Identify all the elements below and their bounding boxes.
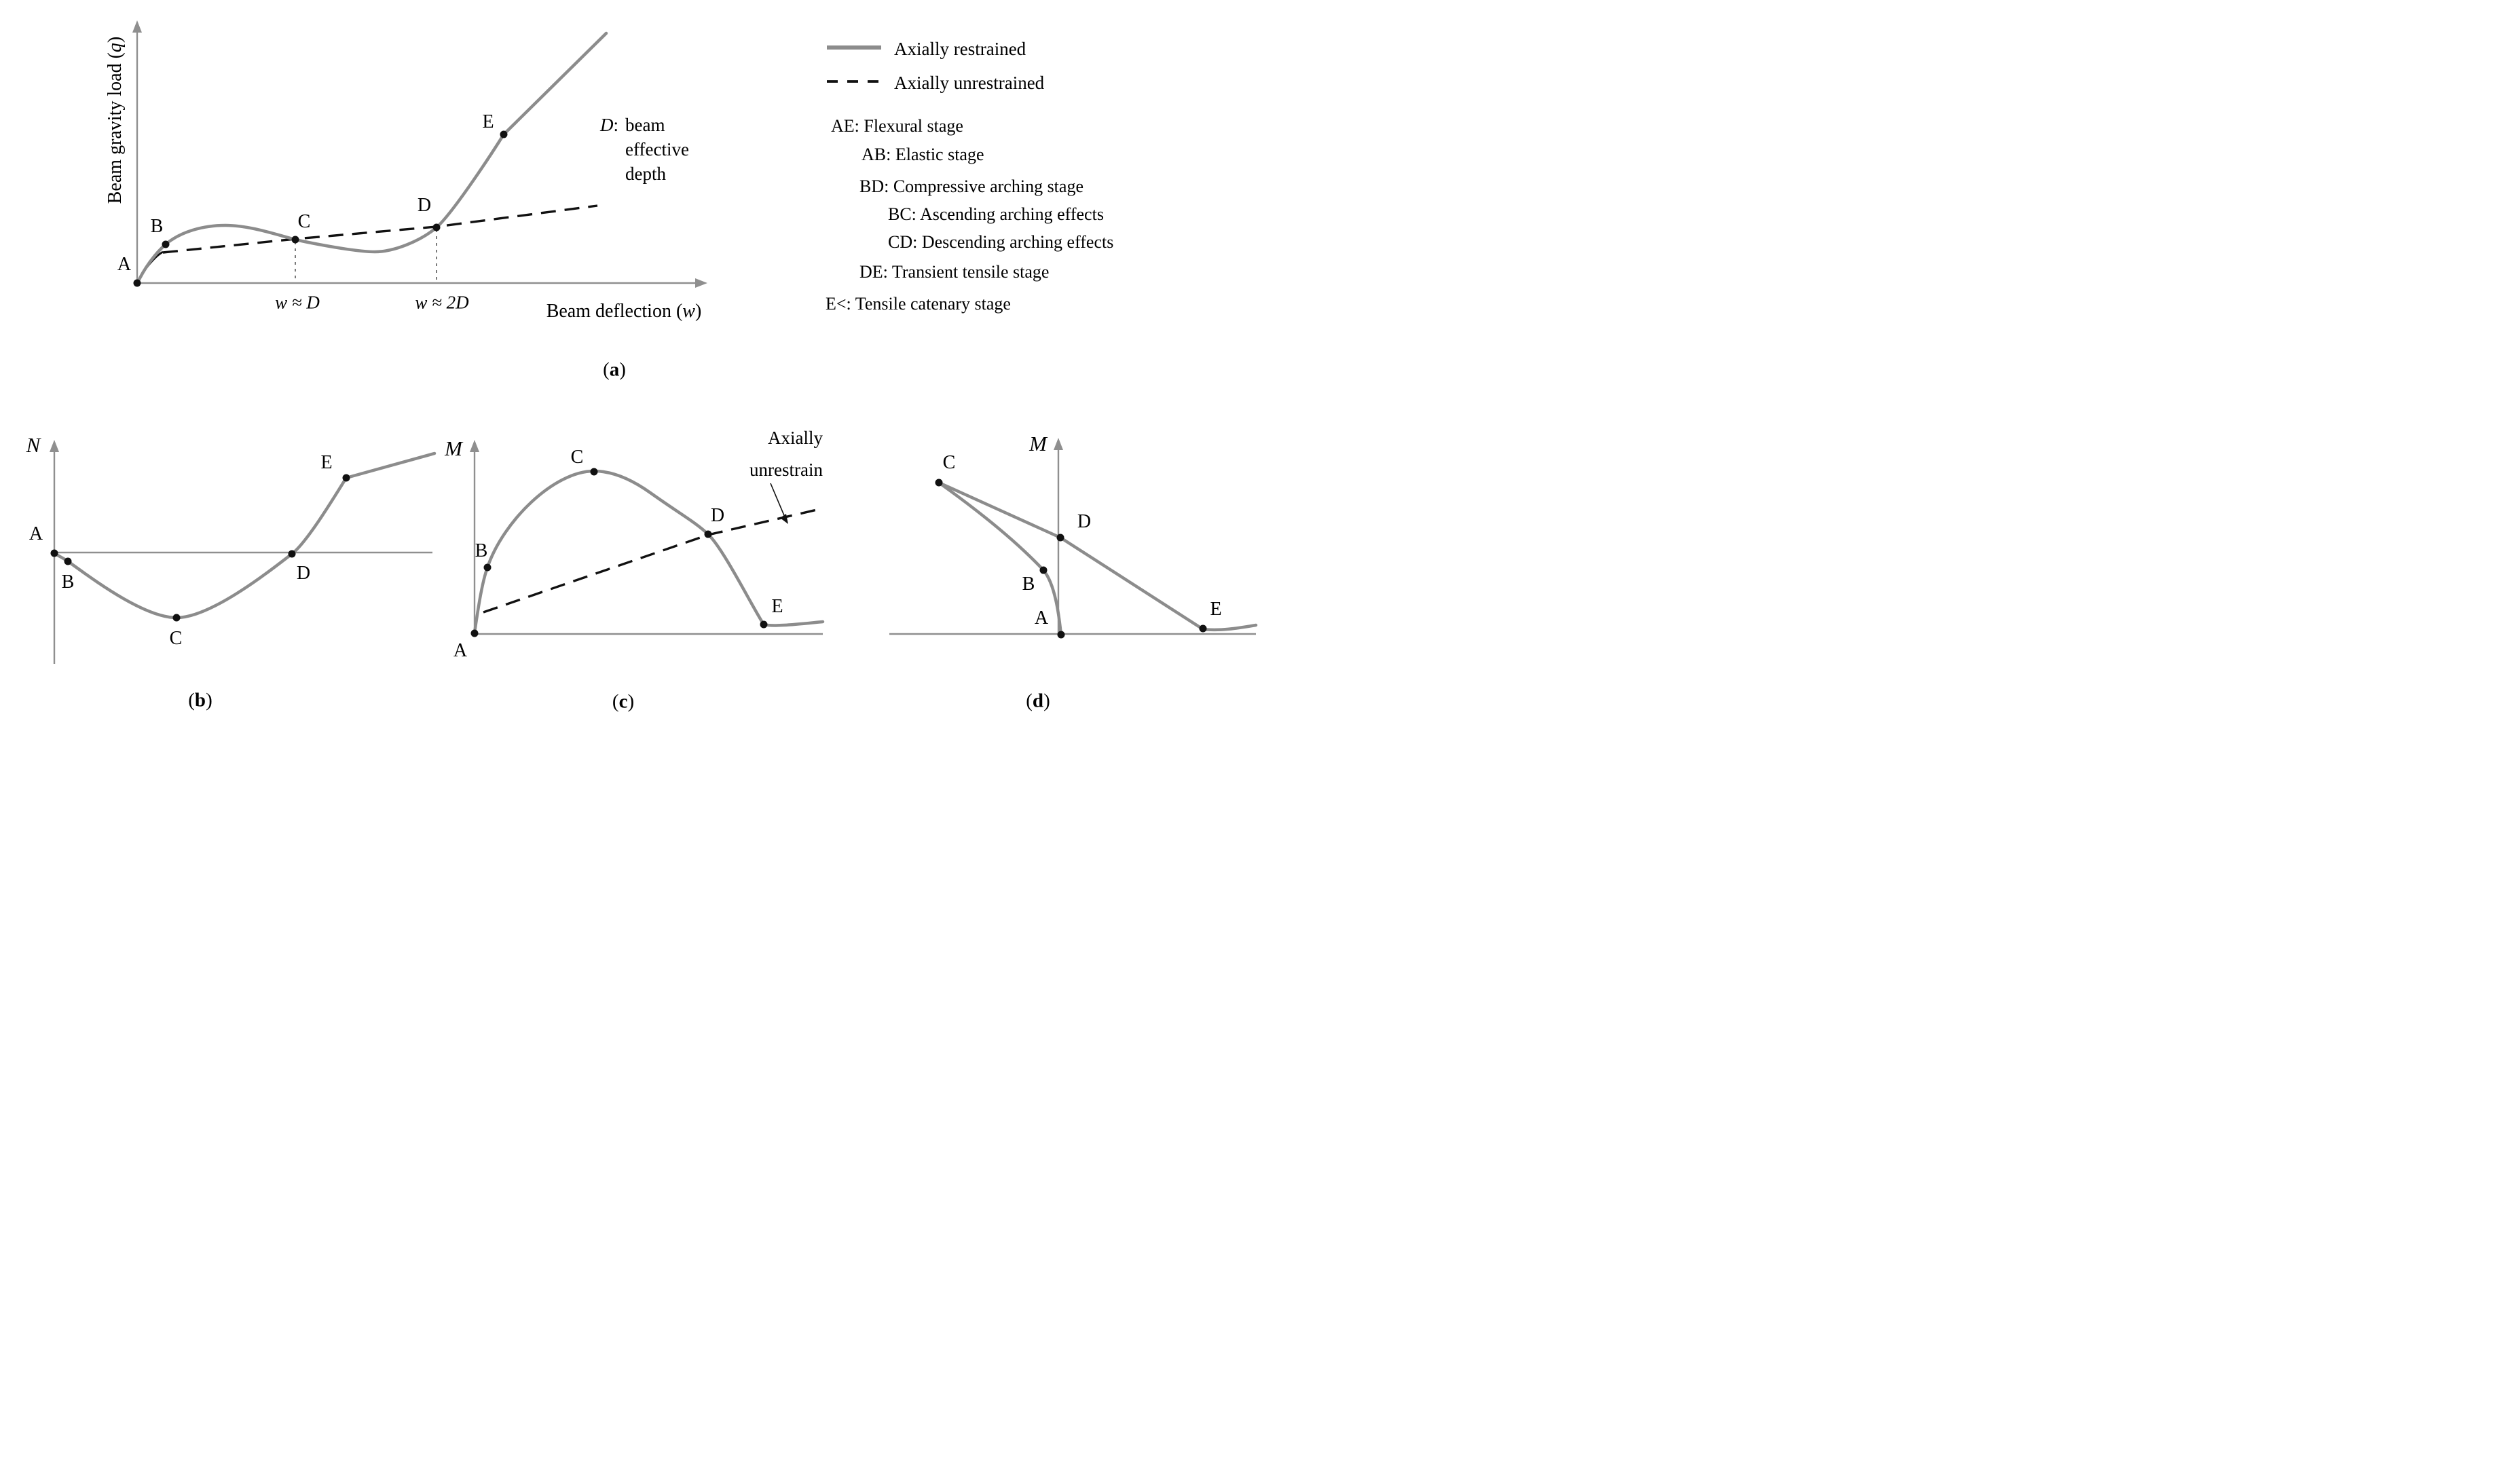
figure-canvas xyxy=(50,20,1258,664)
chart-a-x-arrow-icon xyxy=(695,278,707,288)
chart-a-guide-label-w2D: w ≈ 2D xyxy=(415,292,469,313)
chart-c-canvas xyxy=(470,440,825,637)
stage-list-item-BD: BD: Compressive arching stage xyxy=(859,176,1083,196)
legend-label-unrestrained: Axially unrestrained xyxy=(894,73,1045,93)
chart-b-y-arrow-icon xyxy=(50,440,59,452)
stage-list-item-E: E<: Tensile catenary stage xyxy=(826,294,1011,314)
axially-unrestrained-note-line2: unrestrain xyxy=(749,460,823,480)
chart-b-canvas xyxy=(50,440,437,664)
chart-c-point-label-D: D xyxy=(710,505,725,526)
chart-a-restrained-curve xyxy=(135,31,608,286)
chart-c-point-label-C: C xyxy=(570,447,584,468)
chart-d-point-label-C: C xyxy=(942,452,956,473)
chart-b-point-label-D: D xyxy=(296,563,311,584)
chart-b-stage-dots xyxy=(50,474,350,622)
chart-c-point-label-B: B xyxy=(475,540,488,561)
axially-unrestrained-note-line1: Axially xyxy=(768,428,823,448)
chart-b-curve xyxy=(52,451,437,620)
chart-d-y-arrow-icon xyxy=(1054,438,1063,450)
chart-c-point-label-E: E xyxy=(771,596,783,617)
figure: Beam gravity load (q) Beam deflection (w… xyxy=(0,0,1260,729)
chart-c-y-arrow-icon xyxy=(470,440,479,452)
chart-d-point-label-A: A xyxy=(1034,608,1049,629)
chart-d-point-label-E: E xyxy=(1210,599,1222,620)
legend-swatches xyxy=(827,45,881,83)
chart-b-point-label-A: A xyxy=(29,523,43,544)
caption-b: (b) xyxy=(188,689,212,711)
chart-d-curve xyxy=(937,481,1258,637)
chart-c-curve xyxy=(472,469,825,635)
chart-a-point-label-D: D xyxy=(417,195,432,216)
chart-c-y-axis-label: M xyxy=(445,436,462,460)
chart-d-canvas xyxy=(889,438,1258,639)
chart-a-y-arrow-icon xyxy=(132,20,142,33)
chart-d-y-axis-label: M xyxy=(1029,432,1047,455)
axially-unrestrained-note: Axially unrestrain xyxy=(706,422,823,486)
chart-a-x-axis-label: Beam deflection (w) xyxy=(546,301,702,322)
chart-b-point-label-E: E xyxy=(320,452,333,473)
chart-c-note-arrow-icon xyxy=(780,514,788,524)
stage-list-item-CD: CD: Descending arching effects xyxy=(888,232,1114,252)
effective-depth-note-symbol: D: xyxy=(600,115,619,135)
chart-a-point-label-B: B xyxy=(150,216,164,237)
effective-depth-note: D: beam effective depth xyxy=(600,113,709,186)
caption-c: (c) xyxy=(612,690,635,713)
chart-d-point-label-B: B xyxy=(1022,574,1035,595)
effective-depth-note-text: beam effective depth xyxy=(625,115,689,184)
caption-d: (d) xyxy=(1026,690,1050,712)
chart-d-point-label-D: D xyxy=(1077,511,1092,532)
chart-a-unrestrained-curve xyxy=(162,204,598,254)
caption-a: (a) xyxy=(603,358,626,381)
chart-a-point-label-E: E xyxy=(482,111,494,132)
chart-a-point-label-A: A xyxy=(117,254,132,275)
chart-c-point-label-A: A xyxy=(453,640,468,661)
chart-a-canvas xyxy=(132,20,707,288)
chart-a-guide-label-wD: w ≈ D xyxy=(275,292,320,313)
chart-a-point-label-C: C xyxy=(297,211,311,232)
stage-list-item-DE: DE: Transient tensile stage xyxy=(859,262,1050,282)
legend-label-restrained: Axially restrained xyxy=(894,39,1026,59)
stage-list-item-AB: AB: Elastic stage xyxy=(861,145,984,164)
chart-b-point-label-B: B xyxy=(61,572,75,593)
chart-d-stage-dots xyxy=(935,479,1207,639)
stage-list-item-BC: BC: Ascending arching effects xyxy=(888,204,1104,224)
chart-b-y-axis-label: N xyxy=(26,433,41,457)
chart-a-y-axis-label: Beam gravity load (q) xyxy=(105,36,126,204)
chart-c-note-arrow-line xyxy=(770,483,786,519)
chart-b-point-label-C: C xyxy=(169,628,183,649)
stage-list-item-AE: AE: Flexural stage xyxy=(831,116,963,136)
